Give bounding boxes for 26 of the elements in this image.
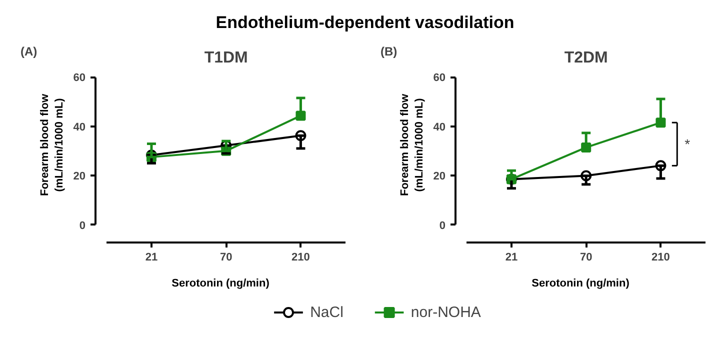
x-tick-label: 210: [292, 252, 310, 264]
y-tick-label: 0: [79, 220, 86, 232]
y-axis-title: Forearm blood flow (mL/min/1000 mL): [38, 94, 66, 196]
chart-title: T2DM: [564, 49, 608, 66]
y-axis-title: Forearm blood flow (mL/min/1000 mL): [398, 94, 426, 196]
text: Endothelium-dependent vasodilation: [216, 12, 514, 34]
y-tick-label: 60: [73, 72, 86, 84]
y-tick-label: 60: [433, 72, 446, 84]
x-tick-label: 21: [145, 252, 158, 264]
x-tick-label: 70: [580, 252, 592, 264]
legend-label: NaCl: [310, 304, 344, 321]
y-tick-label: 20: [73, 170, 86, 183]
x-axis-title: Serotonin (ng/min): [532, 278, 630, 290]
y-tick-label: 0: [439, 220, 446, 232]
x-tick-label: 70: [220, 252, 232, 264]
x-tick-label: 21: [505, 252, 518, 264]
text: (B): [380, 44, 398, 58]
x-tick-label: 210: [652, 252, 670, 264]
y-tick-label: 40: [433, 121, 446, 134]
x-axis-title: Serotonin (ng/min): [172, 278, 270, 290]
text: (A): [20, 44, 38, 58]
y-tick-label: 20: [433, 170, 446, 183]
chart-title: T1DM: [204, 49, 248, 66]
annotation: *: [684, 136, 691, 152]
legend-label: nor-NOHA: [410, 304, 481, 321]
y-tick-label: 40: [73, 121, 86, 134]
